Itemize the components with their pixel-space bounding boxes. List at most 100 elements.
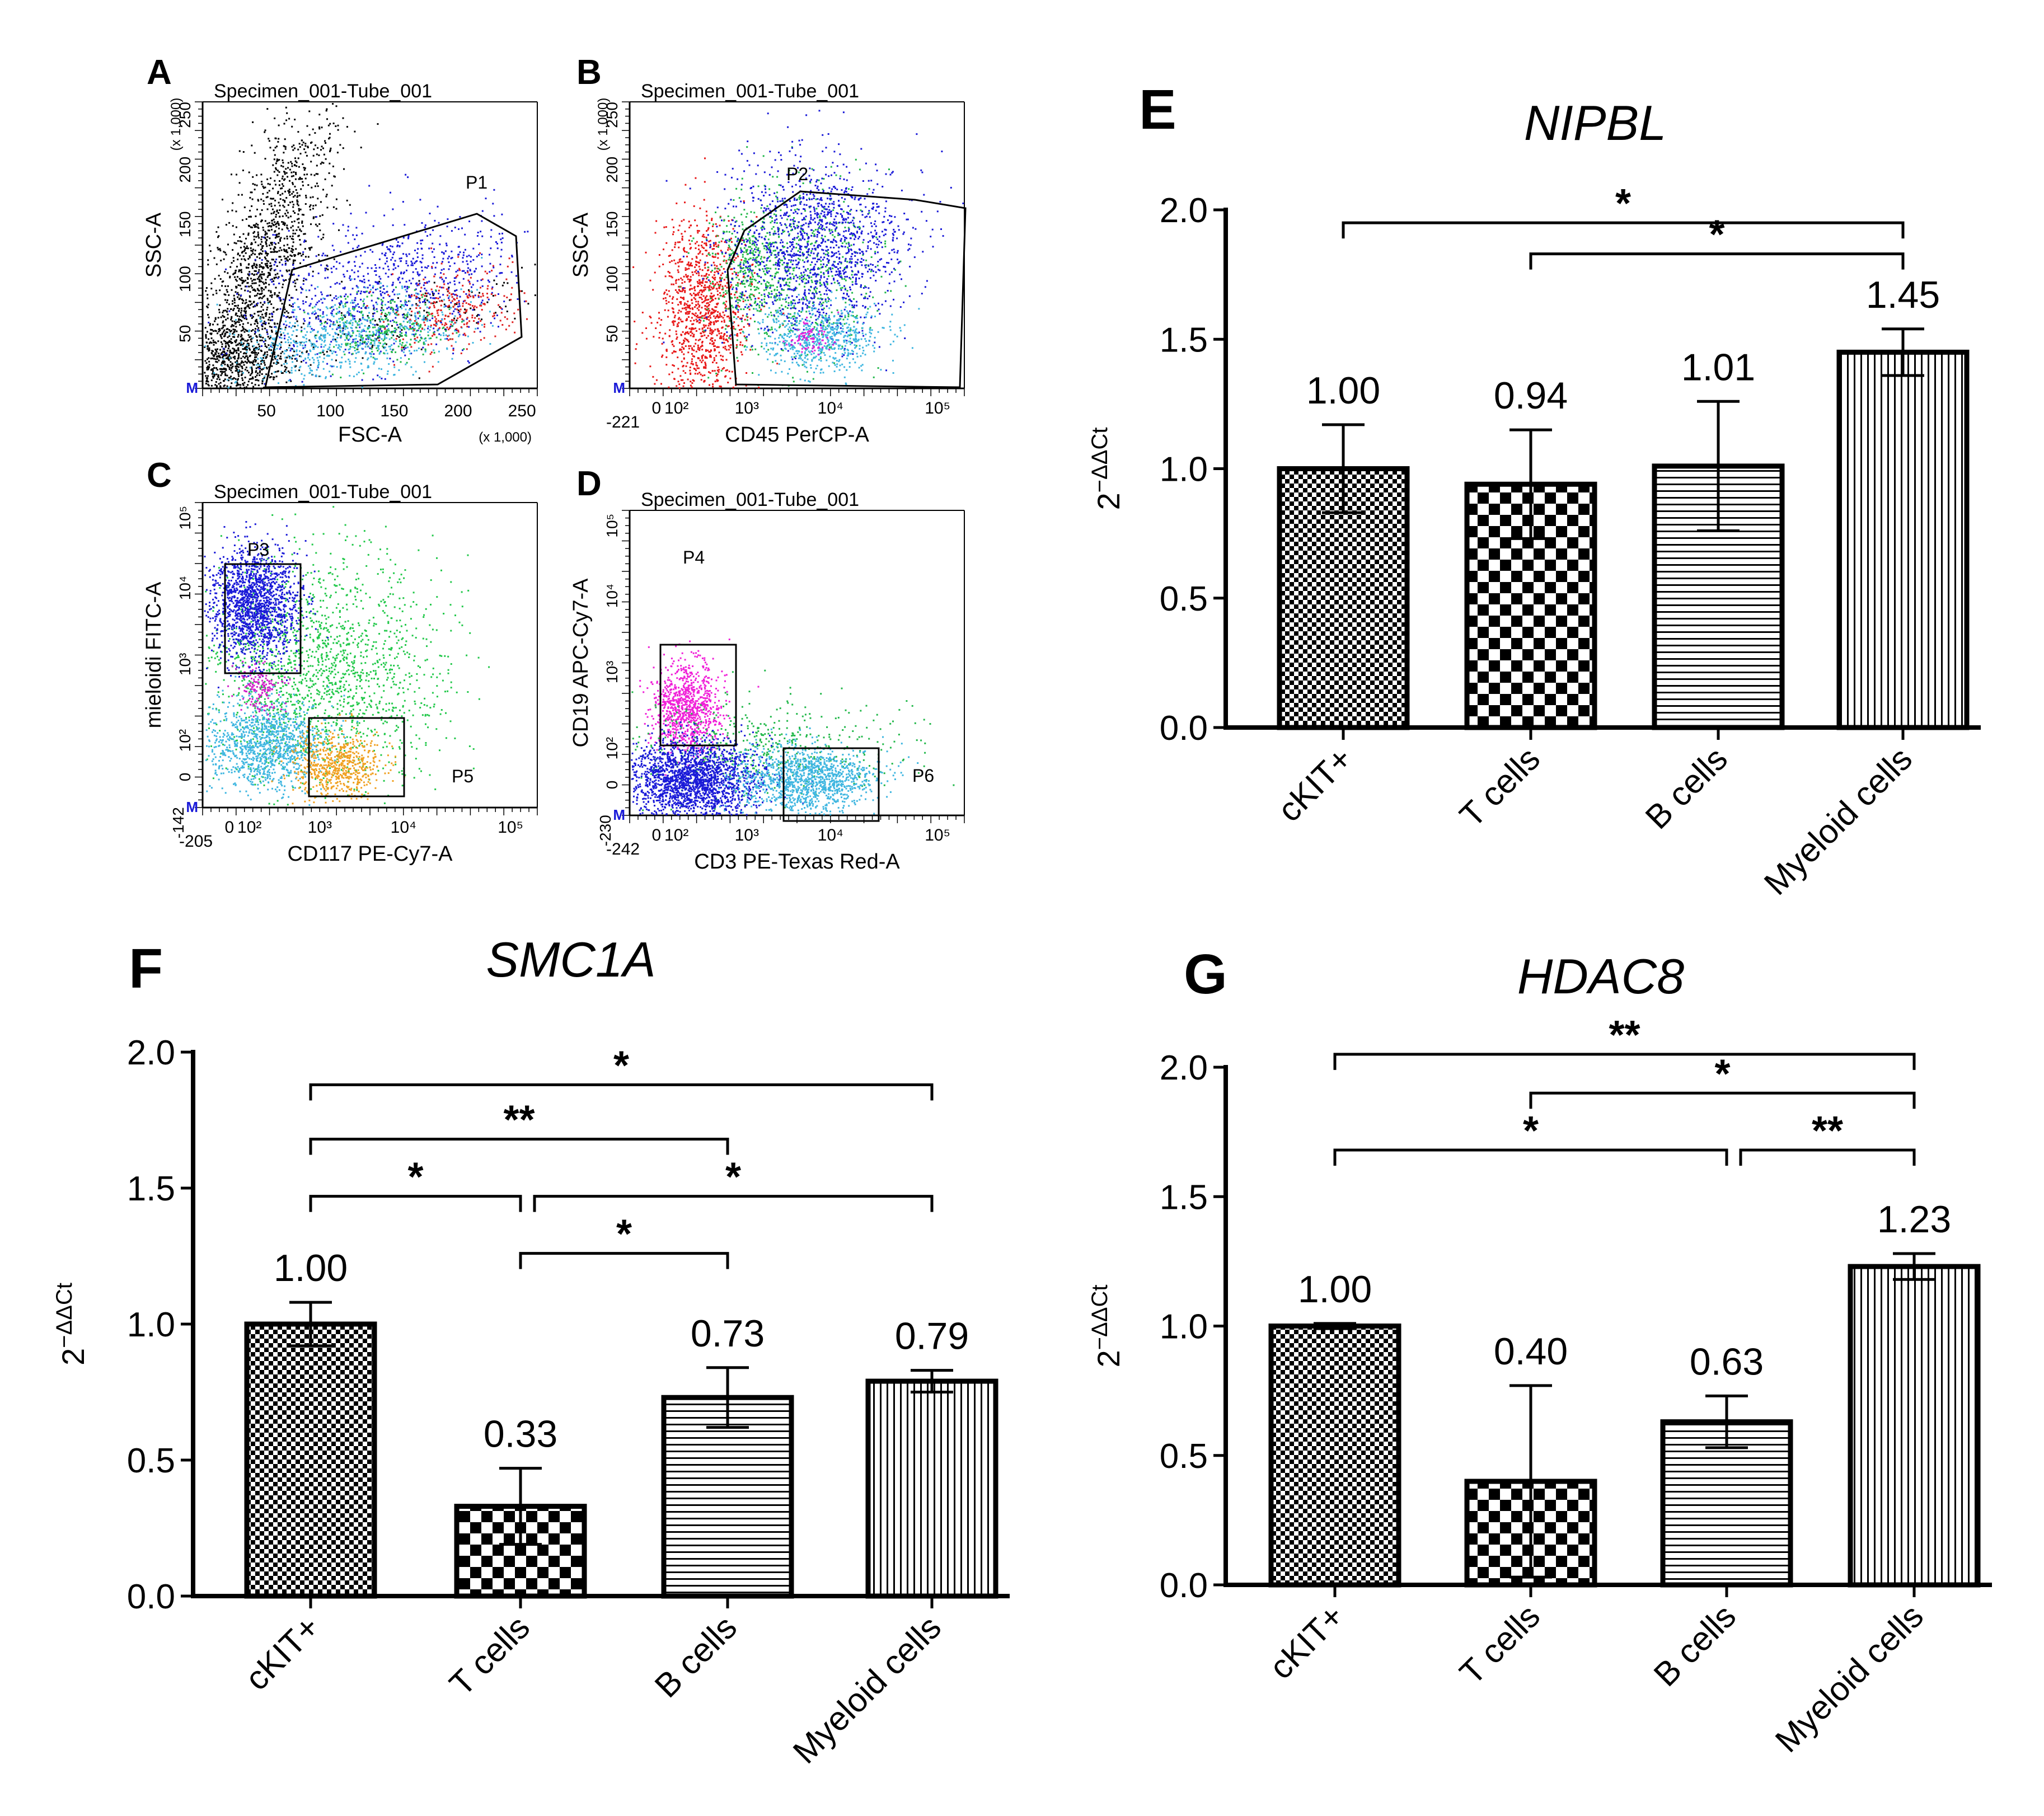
event-dot — [719, 316, 721, 318]
event-dot — [704, 157, 706, 159]
event-dot — [457, 306, 459, 308]
event-dot — [415, 318, 417, 321]
event-dot — [379, 282, 382, 284]
event-dot — [278, 201, 280, 204]
event-dot — [469, 283, 471, 285]
event-dot — [485, 198, 487, 200]
event-dot — [435, 321, 438, 323]
event-dot — [305, 196, 307, 199]
event-dot — [248, 372, 250, 374]
event-dot — [214, 318, 217, 320]
event-dot — [208, 338, 210, 340]
event-dot — [313, 344, 316, 346]
event-dot — [524, 231, 526, 233]
event-dot — [372, 292, 374, 294]
event-dot — [357, 340, 359, 342]
event-dot — [257, 293, 259, 295]
event-dot — [397, 241, 399, 243]
event-dot — [710, 300, 712, 302]
event-dot — [280, 344, 282, 346]
event-dot — [406, 327, 409, 330]
event-dot — [249, 256, 251, 259]
event-dot — [690, 262, 692, 264]
event-dot — [410, 346, 412, 348]
event-dot — [294, 279, 296, 281]
event-dot — [270, 349, 272, 351]
event-dot — [735, 272, 737, 274]
event-dot — [240, 269, 242, 271]
event-dot — [266, 260, 268, 262]
event-dot — [678, 317, 681, 319]
event-dot — [331, 299, 334, 302]
event-dot — [317, 173, 319, 175]
event-dot — [468, 294, 471, 297]
event-dot — [395, 309, 397, 311]
event-dot — [297, 306, 299, 308]
event-dot — [305, 289, 307, 292]
event-dot — [208, 357, 210, 359]
event-dot — [336, 308, 338, 310]
event-dot — [224, 299, 227, 301]
event-dot — [718, 283, 720, 285]
event-dot — [389, 348, 391, 350]
event-dot — [261, 382, 264, 384]
event-dot — [415, 317, 417, 319]
event-dot — [704, 297, 706, 299]
event-dot — [261, 271, 263, 273]
event-dot — [264, 313, 266, 315]
event-dot — [296, 229, 298, 231]
event-dot — [494, 317, 496, 320]
event-dot — [241, 252, 243, 254]
event-dot — [664, 292, 666, 293]
event-dot — [418, 341, 420, 343]
event-dot — [276, 361, 278, 363]
event-dot — [302, 347, 304, 349]
event-dot — [293, 254, 296, 256]
event-dot — [275, 376, 278, 378]
event-dot — [224, 370, 226, 373]
event-dot — [304, 151, 307, 153]
event-dot — [454, 277, 457, 279]
event-dot — [371, 339, 373, 341]
event-dot — [316, 165, 318, 167]
event-dot — [404, 345, 406, 348]
event-dot — [715, 316, 718, 318]
y-axis-label: SSC-A — [569, 212, 593, 278]
event-dot — [205, 334, 207, 336]
event-dot — [395, 351, 397, 353]
event-dot — [300, 292, 302, 294]
event-dot — [443, 334, 445, 336]
event-dot — [432, 251, 434, 253]
event-dot — [292, 241, 294, 243]
event-dot — [235, 312, 237, 315]
event-dot — [349, 343, 351, 345]
event-dot — [316, 225, 318, 227]
event-dot — [251, 144, 253, 147]
event-dot — [424, 303, 426, 306]
event-dot — [248, 330, 250, 332]
event-dot — [466, 295, 468, 297]
event-dot — [453, 298, 455, 300]
event-dot — [378, 280, 381, 283]
event-dot — [725, 338, 728, 340]
event-dot — [252, 252, 254, 255]
event-dot — [314, 288, 316, 290]
event-dot — [282, 298, 284, 301]
event-dot — [319, 229, 321, 232]
event-dot — [303, 173, 306, 176]
event-dot — [367, 315, 369, 317]
event-dot — [210, 329, 212, 331]
event-dot — [691, 347, 693, 349]
event-dot — [421, 248, 423, 250]
event-dot — [303, 214, 304, 216]
event-dot — [269, 269, 271, 271]
event-dot — [279, 261, 281, 264]
event-dot — [235, 340, 237, 342]
event-dot — [730, 237, 732, 240]
event-dot — [443, 268, 445, 270]
event-dot — [400, 304, 402, 306]
event-dot — [376, 339, 378, 341]
event-dot — [291, 165, 293, 167]
event-dot — [279, 355, 282, 358]
event-dot — [264, 327, 266, 330]
